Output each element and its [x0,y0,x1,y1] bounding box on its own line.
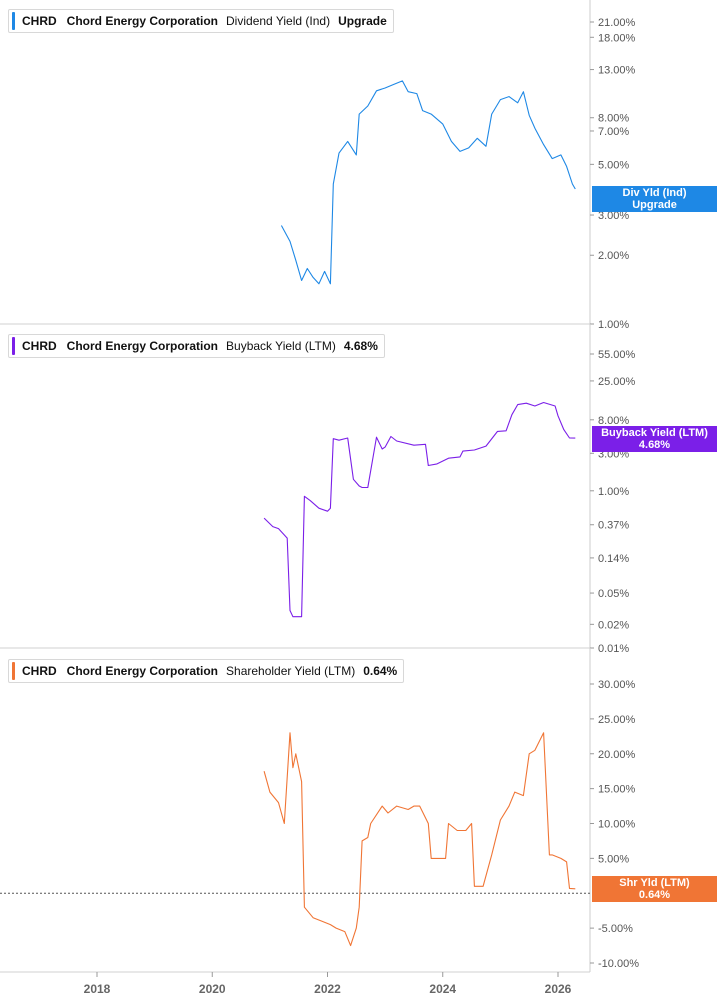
value-tag-label: Shr Yld (LTM) [619,877,690,889]
legend-value: Upgrade [338,14,387,28]
y-tick-label: 15.00% [598,784,636,796]
y-axis-ticks: 55.00%25.00%8.00%3.00%1.00%0.37%0.14%0.0… [590,349,636,655]
series-path [263,732,576,947]
x-tick-label: 2022 [314,982,341,996]
value-tag-value: Upgrade [632,199,677,211]
legend-ticker: CHRD [22,14,57,28]
legend-company: Chord Energy Corporation [66,664,219,678]
y-tick-label: 13.00% [598,65,636,77]
panel-shareholder-yield: 0.00%30.00%25.00%20.00%15.00%10.00%5.00%… [0,648,639,973]
y-tick-label: 20.00% [598,749,636,761]
y-tick-label: 1.00% [598,319,629,331]
legend-value: 0.64% [363,664,398,678]
legend-shareholder-yield[interactable]: CHRD Chord Energy Corporation Shareholde… [8,659,405,683]
y-tick-label: 10.00% [598,819,636,831]
series-line [280,80,576,285]
x-tick-label: 2026 [545,982,572,996]
value-tag-value: 4.68% [638,439,671,451]
value-tag-value: 0.64% [638,889,671,901]
value-tag-label: Buyback Yield (LTM) [601,427,708,439]
series-path [280,80,576,285]
legend-value: 4.68% [343,339,378,353]
y-tick-label: -10.00% [598,958,639,970]
legend-metric: Buyback Yield (LTM) [226,339,336,353]
x-tick-label: 2024 [429,982,456,996]
y-tick-label: 30.00% [598,679,636,691]
legend-swatch [12,12,15,30]
y-tick-label: 18.00% [598,32,636,44]
y-tick-label: 5.00% [598,853,629,865]
y-tick-label: 0.14% [598,553,629,565]
y-tick-label: -5.00% [598,923,633,935]
legend-ticker: CHRD [22,664,57,678]
y-tick-label: 2.00% [598,250,629,262]
y-tick-label: 0.37% [598,520,629,532]
y-axis-ticks: 0.00%30.00%25.00%20.00%15.00%10.00%5.00%… [0,679,639,970]
y-tick-label: 25.00% [598,376,636,388]
y-tick-label: 1.00% [598,486,629,498]
y-tick-label: 21.00% [598,17,636,29]
y-tick-label: 55.00% [598,349,636,361]
y-tick-label: 0.05% [598,588,629,600]
series-line [263,401,576,618]
y-tick-label: 8.00% [598,415,629,427]
y-tick-label: 8.00% [598,113,629,125]
y-tick-label: 7.00% [598,126,629,138]
legend-buyback-yield[interactable]: CHRD Chord Energy Corporation Buyback Yi… [8,334,385,358]
legend-company: Chord Energy Corporation [66,14,219,28]
x-axis-ticks: 2018 2020 2022 2024 2026 [84,972,572,996]
value-tag-label: Div Yld (Ind) [622,187,687,199]
y-tick-label: 5.00% [598,159,629,171]
legend-dividend-yield[interactable]: CHRD Chord Energy Corporation Dividend Y… [8,9,394,33]
panel-dividend-yield: 21.00% 18.00% 13.00% 8.00%7.00% 5.00% 3.00% 2.… [0,0,636,331]
value-tag-shareholder-yield: Shr Yld (LTM) 0.64% [592,876,717,902]
legend-metric: Shareholder Yield (LTM) [226,664,356,678]
legend-metric: Dividend Yield (Ind) [226,14,331,28]
legend-ticker: CHRD [22,339,57,353]
panel-buyback-yield: 55.00%25.00%8.00%3.00%1.00%0.37%0.14%0.0… [0,324,636,655]
legend-swatch [12,662,15,680]
y-tick-label: 0.01% [598,643,629,655]
y-tick-label: 3.00% [598,210,629,222]
legend-company: Chord Energy Corporation [66,339,219,353]
legend-swatch [12,337,15,355]
series-line [263,732,576,947]
x-tick-label: 2018 [84,982,111,996]
value-tag-buyback-yield: Buyback Yield (LTM) 4.68% [592,426,717,452]
y-tick-label: 0.02% [598,619,629,631]
x-tick-label: 2020 [199,982,226,996]
y-axis-ticks: 21.00% 18.00% 13.00% 8.00%7.00% 5.00% 3.00% 2.… [590,17,636,331]
value-tag-dividend-yield: Div Yld (Ind) Upgrade [592,186,717,212]
y-tick-label: 25.00% [598,714,636,726]
series-path [263,401,576,618]
